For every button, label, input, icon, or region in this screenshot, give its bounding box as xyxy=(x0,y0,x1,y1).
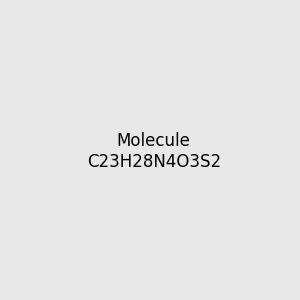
Text: Molecule
C23H28N4O3S2: Molecule C23H28N4O3S2 xyxy=(87,132,221,171)
